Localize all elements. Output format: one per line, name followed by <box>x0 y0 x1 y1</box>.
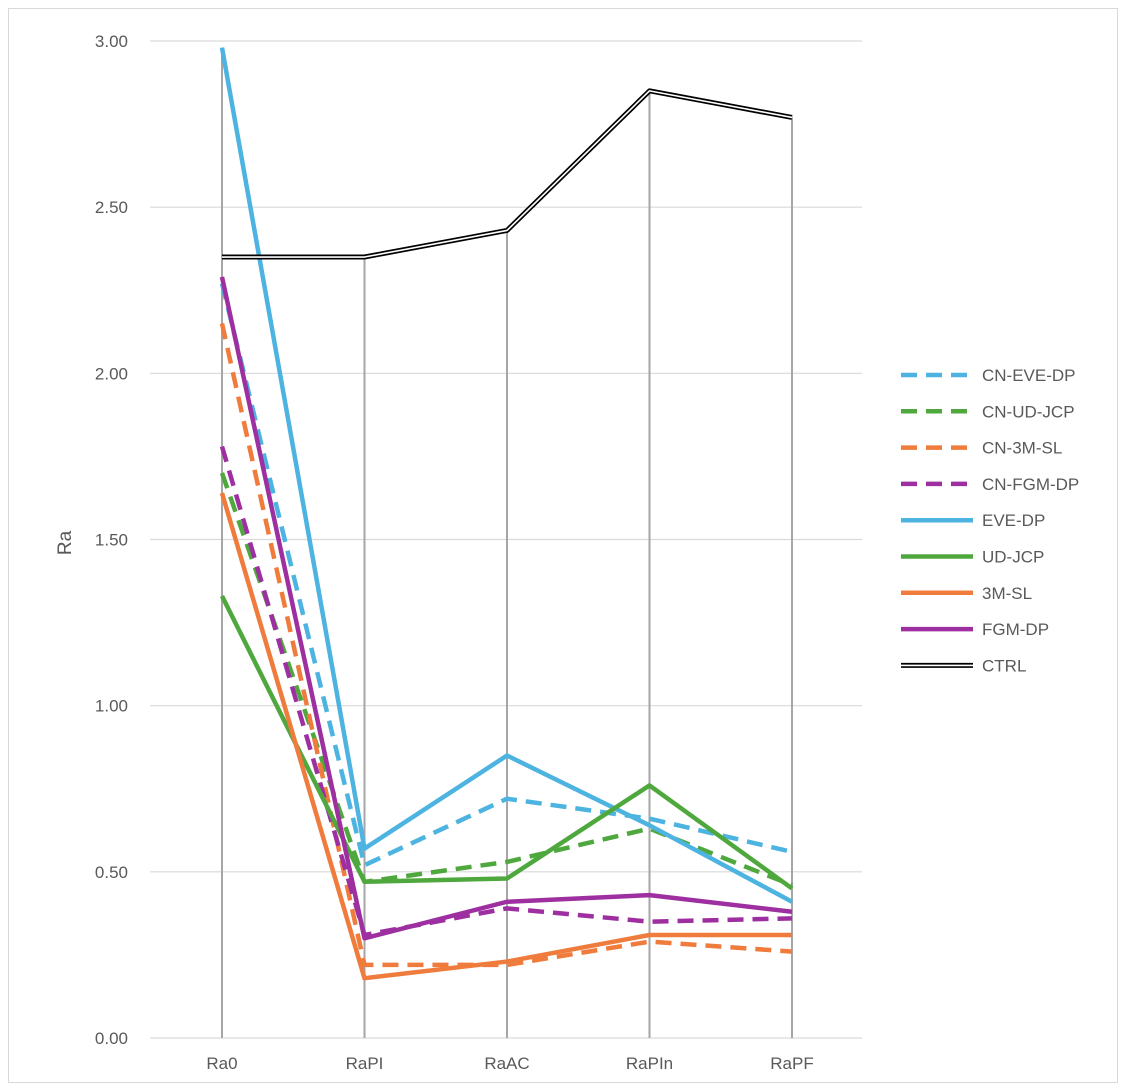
legend-item: FGM-DP <box>901 620 1049 639</box>
series-line-ctrl-inner <box>222 90 793 258</box>
y-tick-label: 2.50 <box>95 198 128 217</box>
legend-item: UD-JCP <box>901 548 1044 567</box>
series-line-fgm-dp <box>219 276 793 941</box>
x-tick-label: RaPI <box>346 1054 384 1073</box>
y-tick-label: 2.00 <box>95 364 128 383</box>
legend-item: CN-FGM-DP <box>901 475 1079 494</box>
legend-item: CN-EVE-DP <box>901 366 1076 385</box>
series-line-eve-dp <box>219 47 794 904</box>
legend-item: EVE-DP <box>901 511 1045 530</box>
legend-label: FGM-DP <box>982 620 1049 639</box>
legend-label: CN-FGM-DP <box>982 475 1079 494</box>
series-lines <box>219 47 794 981</box>
legend-label: EVE-DP <box>982 511 1045 530</box>
y-tick-label: 0.50 <box>95 863 128 882</box>
x-tick-label: RaPIn <box>626 1054 673 1073</box>
series-line-3m-sl <box>219 492 792 981</box>
legend-item: 3M-SL <box>901 584 1032 603</box>
y-tick-label: 3.00 <box>95 32 128 51</box>
legend-item: CN-3M-SL <box>901 439 1062 458</box>
x-tick-label: Ra0 <box>206 1054 237 1073</box>
legend-item: CTRL <box>901 656 1026 675</box>
y-tick-labels: 0.00 0.50 1.00 1.50 2.00 2.50 3.00 <box>95 32 128 1048</box>
y-tick-label: 1.00 <box>95 697 128 716</box>
series-line-ctrl <box>222 88 793 260</box>
series-line-cn-3m-sl <box>219 322 793 968</box>
series-line-ud-jcp <box>219 594 794 891</box>
chart-frame <box>8 8 1118 1083</box>
series-line-cn-eve-dp <box>219 283 793 868</box>
x-tick-label: RaPF <box>770 1054 813 1073</box>
legend-label: CN-EVE-DP <box>982 366 1076 385</box>
legend-item: CN-UD-JCP <box>901 402 1075 421</box>
legend-label: CN-3M-SL <box>982 439 1062 458</box>
series-line-cn-fgm-dp <box>219 445 793 938</box>
legend: CN-EVE-DP CN-UD-JCP CN-3M-SL CN-FGM-DP EVE-D… <box>901 366 1079 675</box>
legend-label: CN-UD-JCP <box>982 402 1075 421</box>
legend-label: 3M-SL <box>982 584 1032 603</box>
legend-label: UD-JCP <box>982 548 1044 567</box>
legend-label: CTRL <box>982 656 1026 675</box>
x-tick-labels: Ra0 RaPI RaAC RaPIn RaPF <box>206 1054 813 1073</box>
y-tick-label: 1.50 <box>95 531 128 550</box>
y-axis-title: Ra <box>55 530 76 555</box>
x-tick-label: RaAC <box>484 1054 529 1073</box>
drop-lines <box>221 47 793 1038</box>
y-tick-label: 0.00 <box>95 1029 128 1048</box>
